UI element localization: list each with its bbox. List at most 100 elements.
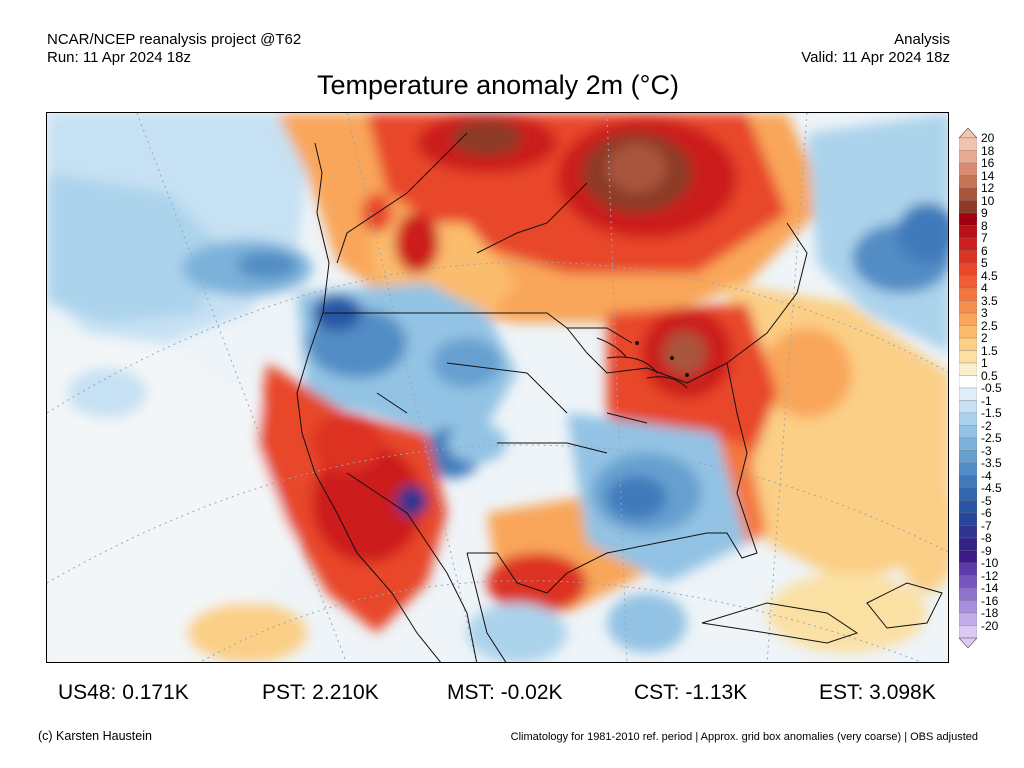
colorbar-tick-label: 3.5 <box>981 293 998 308</box>
colorbar-swatch <box>959 212 977 226</box>
colorbar-swatch <box>959 437 977 451</box>
colorbar-tick-label: 9 <box>981 206 988 220</box>
colorbar-tick-label: 4 <box>981 281 988 295</box>
colorbar-top-arrow <box>959 128 977 139</box>
colorbar-tick-label: -18 <box>981 606 999 620</box>
colorbar-tick-label: 14 <box>981 168 995 183</box>
colorbar-tick-label: 8 <box>981 218 988 233</box>
colorbar-tick-label: -7 <box>981 518 992 533</box>
colorbar-tick-label: -8 <box>981 531 992 545</box>
colorbar-swatch <box>959 300 977 314</box>
valid-time-label: Valid: 11 Apr 2024 18z <box>801 49 950 66</box>
colorbar-swatch <box>959 287 977 301</box>
colorbar-tick-label: 4.5 <box>981 268 998 283</box>
colorbar-tick-label: -2 <box>981 418 992 433</box>
colorbar-swatch <box>959 375 977 389</box>
valid-info: Analysis Valid: 11 Apr 2024 18z <box>801 31 950 67</box>
colorbar-scale <box>959 128 977 649</box>
colorbar-tick-label: -4.5 <box>981 481 1002 495</box>
stat-mst: MST: -0.02K <box>447 681 563 704</box>
run-info: NCAR/NCEP reanalysis project @T62 Run: 1… <box>47 31 301 67</box>
colorbar-tick-label: 5 <box>981 256 988 270</box>
colorbar-tick-label: 12 <box>981 181 995 195</box>
colorbar-bottom-arrow <box>959 637 977 649</box>
colorbar-tick-label: -0.5 <box>981 381 1002 395</box>
colorbar-swatch <box>959 337 977 351</box>
colorbar-swatch <box>959 325 977 339</box>
colorbar-tick-label: -12 <box>981 568 999 583</box>
regional-stats: US48: 0.171K PST: 2.210K MST: -0.02K CST… <box>0 681 1024 705</box>
analysis-label: Analysis <box>894 31 950 48</box>
colorbar-swatch <box>959 175 977 189</box>
colorbar-swatch <box>959 137 977 151</box>
stat-est: EST: 3.098K <box>819 681 936 704</box>
colorbar-tick-label: 0.5 <box>981 368 998 383</box>
colorbar-swatch <box>959 150 977 164</box>
colorbar-swatch <box>959 412 977 426</box>
colorbar-tick-label: -14 <box>981 581 999 595</box>
colorbar-tick-label: -1 <box>981 393 992 408</box>
anomaly-field <box>47 113 948 662</box>
colorbar-tick-label: -4 <box>981 468 992 483</box>
colorbar-swatch <box>959 537 977 551</box>
colorbar-swatch <box>959 400 977 414</box>
colorbar-swatch <box>959 562 977 576</box>
graticule <box>47 113 948 662</box>
colorbar-tick-label: 2 <box>981 331 988 345</box>
anomaly-shading <box>47 113 948 662</box>
colorbar-swatch <box>959 500 977 514</box>
colorbar-swatch <box>959 362 977 376</box>
colorbar-swatch <box>959 312 977 326</box>
project-label: NCAR/NCEP reanalysis project @T62 <box>47 31 302 48</box>
colorbar-swatch <box>959 275 977 289</box>
colorbar-swatch <box>959 475 977 489</box>
colorbar-tick-label: 1 <box>981 356 988 370</box>
colorbar-tick-label: 2.5 <box>981 318 998 333</box>
credit: (c) Karsten Haustein <box>38 729 152 743</box>
colorbar-swatch <box>959 162 977 176</box>
climatology-note: Climatology for 1981-2010 ref. period | … <box>510 731 978 743</box>
colorbar-tick-label: 3 <box>981 306 988 320</box>
stat-us48: US48: 0.171K <box>58 681 189 704</box>
colorbar-tick-label: 7 <box>981 231 988 245</box>
map-title: Temperature anomaly 2m (°C) <box>317 70 679 100</box>
colorbar-tick-label: -16 <box>981 593 999 608</box>
colorbar-tick-label: 1.5 <box>981 343 998 358</box>
colorbar-swatch <box>959 612 977 626</box>
colorbar-swatch <box>959 200 977 214</box>
colorbar-swatch <box>959 225 977 239</box>
colorbar-swatch <box>959 187 977 201</box>
colorbar-tick-label: -1.5 <box>981 406 1002 420</box>
colorbar-swatch <box>959 387 977 401</box>
lake-markers <box>635 341 689 377</box>
colorbar-swatch <box>959 625 977 639</box>
colorbar-tick-label: -3.5 <box>981 456 1002 470</box>
colorbar-swatch <box>959 350 977 364</box>
colorbar-swatch <box>959 575 977 589</box>
colorbar-swatch <box>959 425 977 439</box>
colorbar-swatch <box>959 462 977 476</box>
stat-cst: CST: -1.13K <box>634 681 748 704</box>
colorbar-swatch <box>959 262 977 276</box>
colorbar-swatch <box>959 525 977 539</box>
colorbar-swatch <box>959 600 977 614</box>
colorbar-tick-label: -20 <box>981 618 999 633</box>
colorbar-tick-label: -2.5 <box>981 431 1002 445</box>
colorbar-swatch <box>959 450 977 464</box>
anomaly-map <box>46 112 949 663</box>
run-time-label: Run: 11 Apr 2024 18z <box>47 49 191 66</box>
colorbar-swatch <box>959 587 977 601</box>
colorbar-swatch <box>959 550 977 564</box>
colorbar-tick-label: 20 <box>981 131 995 145</box>
colorbar-tick-label: -9 <box>981 543 992 558</box>
colorbar-tick-label: 18 <box>981 143 995 158</box>
colorbar-tick-label: -3 <box>981 443 992 458</box>
stat-pst: PST: 2.210K <box>262 681 379 704</box>
colorbar-tick-label: 6 <box>981 243 988 258</box>
colorbar-swatch <box>959 512 977 526</box>
colorbar-tick-label: -6 <box>981 506 992 520</box>
colorbar-swatch <box>959 487 977 501</box>
colorbar-tick-label: 10 <box>981 193 995 208</box>
colorbar-tick-label: -10 <box>981 556 999 570</box>
colorbar-swatch <box>959 250 977 264</box>
